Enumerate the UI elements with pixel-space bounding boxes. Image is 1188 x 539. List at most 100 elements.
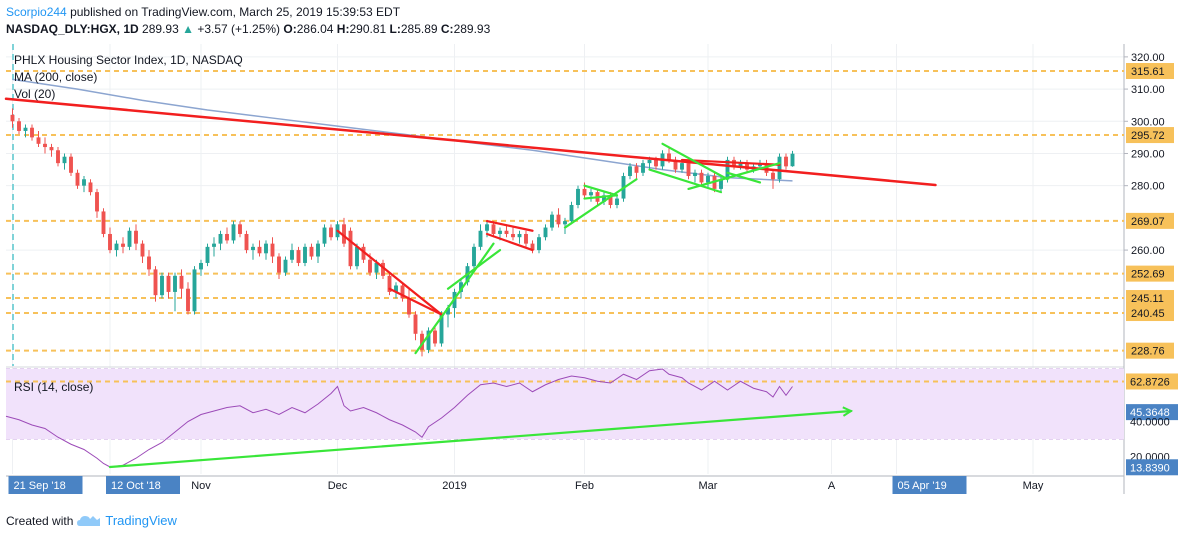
candle-body [569,205,574,222]
symbol-label: NASDAQ_DLY:HGX, 1D [6,22,139,36]
tradingview-brand[interactable]: TradingView [105,513,177,528]
candle-body [602,195,606,202]
candle-body [394,285,398,292]
candle [329,224,333,241]
trend-line [336,229,443,316]
time-badge [892,476,967,494]
trend-line [661,142,729,181]
candle-body [205,246,210,263]
candle [62,153,67,170]
candle-body [23,127,28,131]
candle [342,217,346,247]
candle [56,147,60,167]
trend-line [4,97,937,187]
candle [589,188,593,202]
rsi-badge [1126,404,1178,421]
rsi-layer [5,368,793,468]
candle-body [400,285,405,299]
candle [537,233,541,254]
candle-body [69,156,73,173]
high-label: H: [336,22,350,36]
level-badge [1126,342,1174,359]
candle-body [472,246,476,267]
candle-body [634,166,639,173]
candle [400,282,405,302]
candle-body [108,233,112,251]
candle [238,221,242,238]
candle-body [303,246,307,263]
candle [82,176,86,193]
author-link[interactable]: Scorpio244 [6,5,67,19]
candle [160,272,164,299]
time-badge-label: 05 Apr '19 [898,480,947,492]
candle-body [582,188,587,196]
candle [784,153,788,170]
candle [166,272,171,299]
open-value: 286.04 [296,22,334,36]
candle [121,237,125,254]
candle-body [101,211,106,234]
candle-body [439,314,444,344]
footer: Created with TradingView [6,513,177,528]
candle [569,201,574,225]
candle-body [446,308,450,315]
candle-body [647,159,652,164]
candle [348,227,353,270]
candle-body [290,250,294,260]
candle [199,259,203,276]
candle-body [719,179,723,189]
candle [634,163,639,180]
time-badge [8,476,83,494]
candle [88,179,93,196]
candle [186,282,190,315]
candle [628,163,632,180]
last-price: 289.93 [142,22,179,36]
candle-body [75,172,80,186]
candle-body [511,233,515,238]
price-tick-label: 280.00 [1131,181,1165,193]
candle [303,243,307,267]
candle-body [589,192,593,196]
candle-body [433,330,437,344]
candle [231,221,236,244]
trend-line [446,242,495,310]
candle-body [114,243,119,251]
tradingview-cloud-icon [77,515,101,526]
candle [36,130,41,148]
candle-body [225,233,229,241]
candle [407,288,411,318]
level-badge-label: 240.45 [1131,308,1165,320]
candle-body [88,182,93,193]
candle-body [420,333,424,350]
candle-body [537,237,541,251]
candle [218,230,223,251]
level-badge-label: 269.07 [1131,216,1165,228]
candle-body [771,172,775,180]
created-with-text: Created with [6,513,74,528]
candle [23,124,28,138]
candle-body [212,243,216,247]
candle [49,143,54,157]
candle-body [550,214,554,228]
candle-body [686,163,691,177]
candle-body [498,230,502,234]
candle-body [426,330,431,350]
low-label: L: [389,22,401,36]
candle [140,240,145,263]
candle [777,153,782,183]
candle [309,243,314,260]
up-arrow-icon: ▲ [182,22,194,36]
time-tick-label: Dec [328,480,348,492]
trend-line [485,220,534,232]
candle [771,169,775,189]
level-badge [1126,305,1174,322]
chart-header: Scorpio244 published on TradingView.com,… [6,4,490,38]
candle [95,188,99,218]
rsi-level-badge [1126,373,1178,390]
candle [530,240,535,254]
candle [322,224,327,247]
candle-body [576,188,580,205]
candle-body [36,137,41,144]
candle-body [231,224,236,241]
